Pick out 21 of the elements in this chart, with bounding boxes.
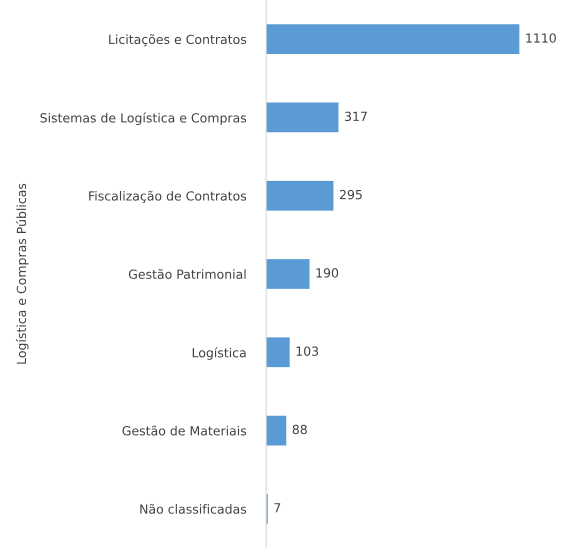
y-tick-label: Fiscalização de Contratos (89, 190, 246, 203)
y-tick-label: Gestão de Materiais (122, 426, 246, 436)
y-tick-label: Sistemas de Logística e Compras (40, 112, 246, 126)
bar (266, 337, 290, 368)
data-label: 1110 (526, 33, 556, 43)
data-label: 103 (296, 346, 318, 356)
bar (266, 102, 338, 132)
y-tick-label: Gestão Patrimonial (128, 269, 246, 279)
data-label: 7 (274, 503, 280, 512)
bar (266, 259, 310, 289)
data-label: 295 (340, 190, 362, 200)
data-label: 317 (345, 112, 367, 122)
y-tick-label: Licitações e Contratos (109, 34, 246, 46)
bar (266, 416, 286, 446)
bar (266, 24, 520, 54)
y-tick-label: Não classificadas (140, 504, 246, 514)
data-label: 88 (292, 424, 307, 434)
data-label: 190 (316, 268, 338, 278)
y-tick-label: Logística (192, 347, 246, 360)
y-axis-title: Logística e Compras Públicas (16, 184, 29, 364)
bar (266, 180, 334, 211)
